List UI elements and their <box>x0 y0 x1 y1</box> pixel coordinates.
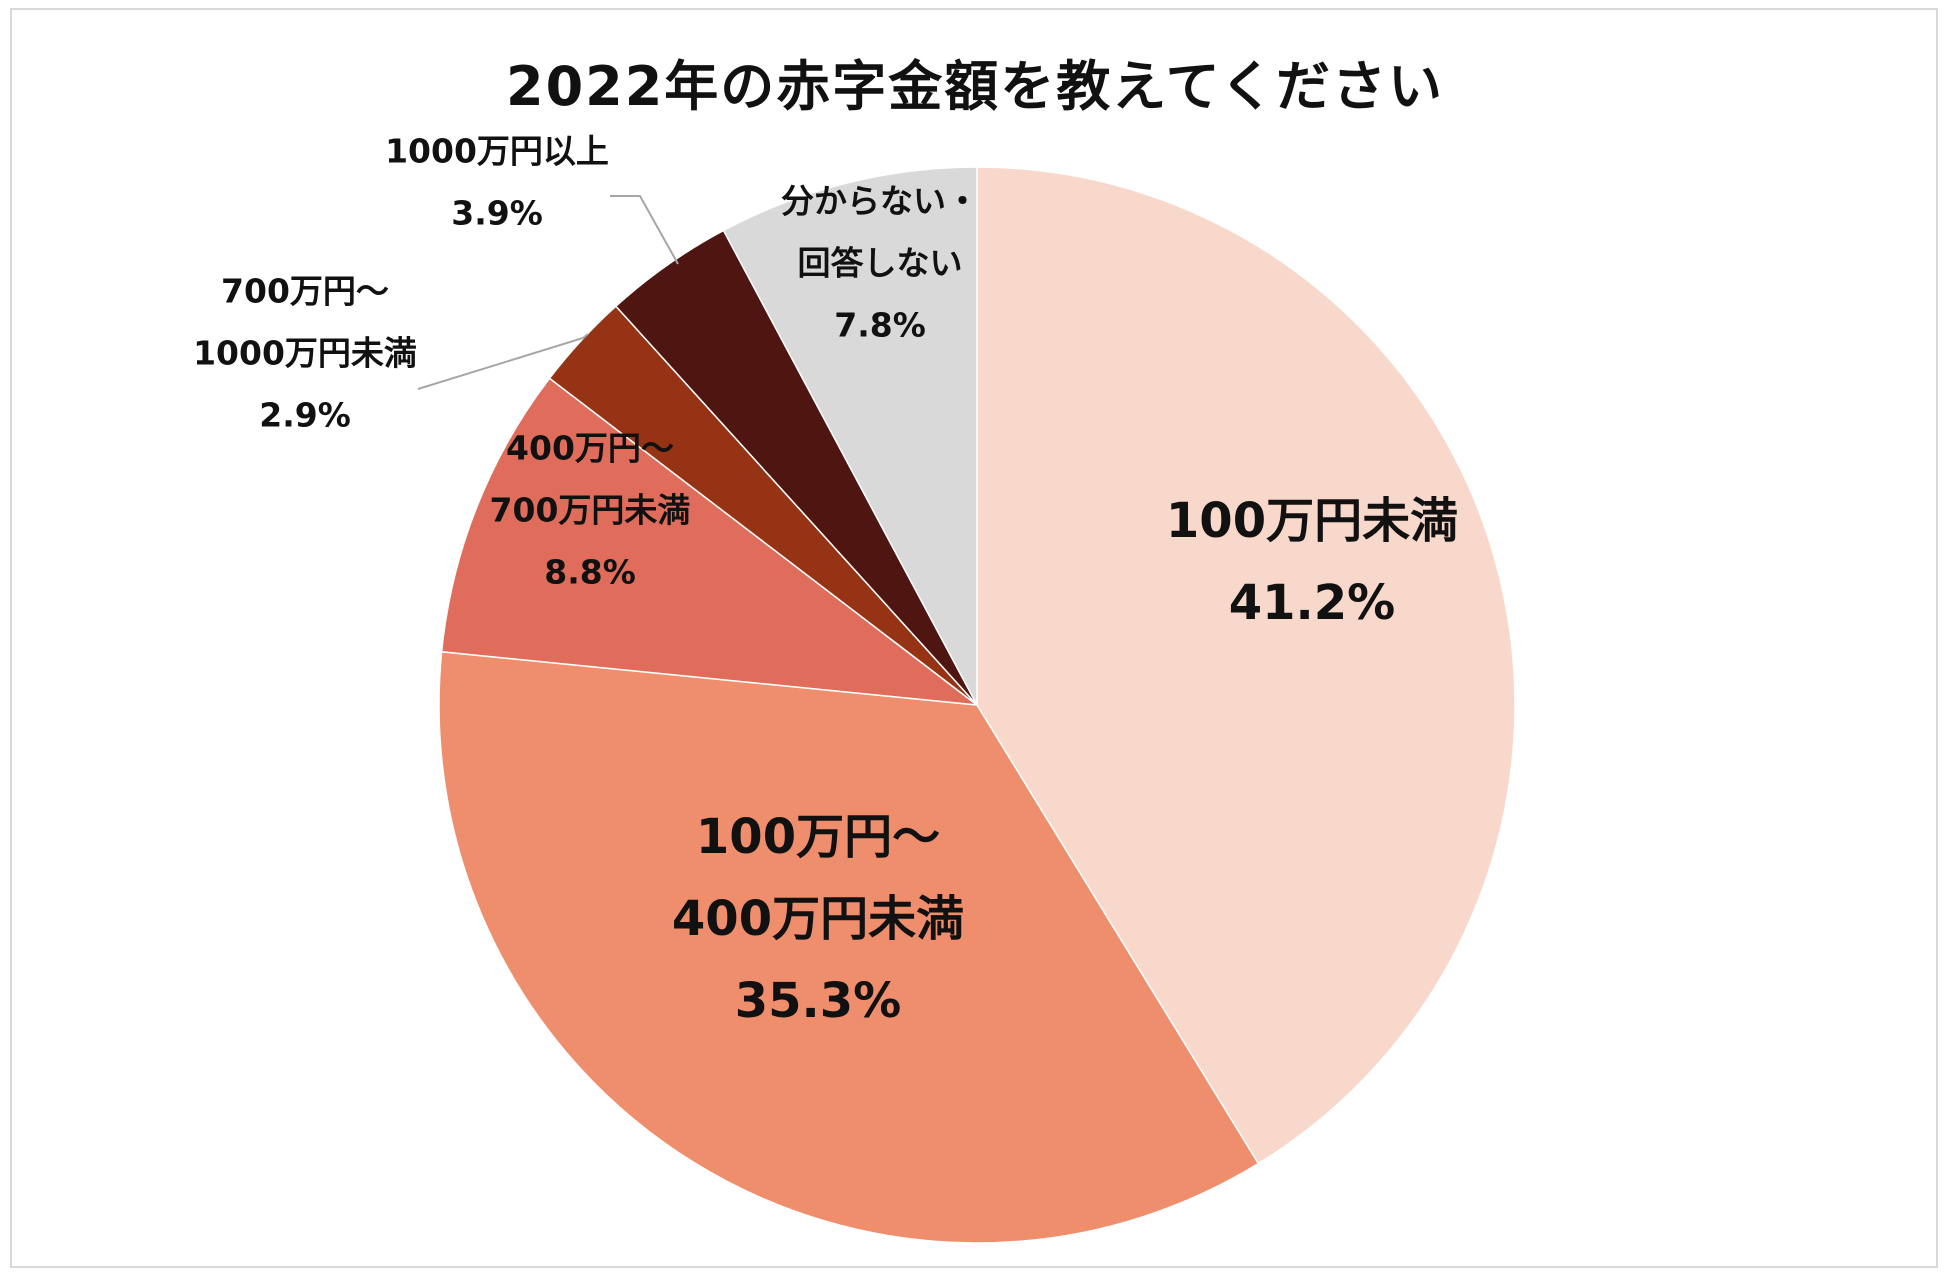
data-label-value: 3.9% <box>451 194 543 233</box>
data-label: 100万円～ 400万円未満 35.3% <box>672 809 964 1029</box>
data-label: 分からない・回答しない 7.8% <box>781 182 979 345</box>
data-label-category: 700万円未満 <box>490 491 691 530</box>
data-label-category: 400万円～ <box>506 429 674 468</box>
data-label-category: 700万円～ <box>221 272 389 311</box>
pie-slice <box>438 650 1260 1244</box>
data-label-category: 分からない・ <box>781 182 979 221</box>
data-label-value: 7.8% <box>834 306 926 345</box>
data-label-category: 1000万円未満 <box>193 334 417 373</box>
data-label: 400万円～ 700万円未満 8.8% <box>490 429 691 592</box>
pie-slice <box>722 166 978 706</box>
data-label-category: 1000万円以上 <box>385 132 609 171</box>
pie-slice <box>976 166 1516 1165</box>
data-label-value: 35.3% <box>735 973 902 1029</box>
leader-line <box>417 333 589 390</box>
data-label-category: 100万円未満 <box>1166 493 1458 549</box>
data-label-category: 回答しない <box>798 244 963 283</box>
leader-line <box>610 195 679 265</box>
leader-lines <box>417 195 679 390</box>
data-label: 1000万円以上 3.9% <box>385 132 609 233</box>
data-label: 700万円～ 1000万円未満 2.9% <box>193 272 417 435</box>
data-label: 100万円未満 41.2% <box>1166 493 1458 631</box>
pie-slices <box>438 166 1516 1244</box>
data-label-category: 100万円～ <box>696 809 940 865</box>
data-label-value: 8.8% <box>544 553 636 592</box>
slice-labels: 100万円未満 41.2% 100万円～ 400万円未満 35.3% 400万円～ 700万… <box>193 132 1458 1030</box>
data-label-value: 2.9% <box>259 396 351 435</box>
data-label-category: 400万円未満 <box>672 891 964 947</box>
pie-slice <box>440 377 980 707</box>
chart-title: 2022年の赤字金額を教えてください <box>506 55 1444 118</box>
data-label-value: 41.2% <box>1229 575 1396 631</box>
